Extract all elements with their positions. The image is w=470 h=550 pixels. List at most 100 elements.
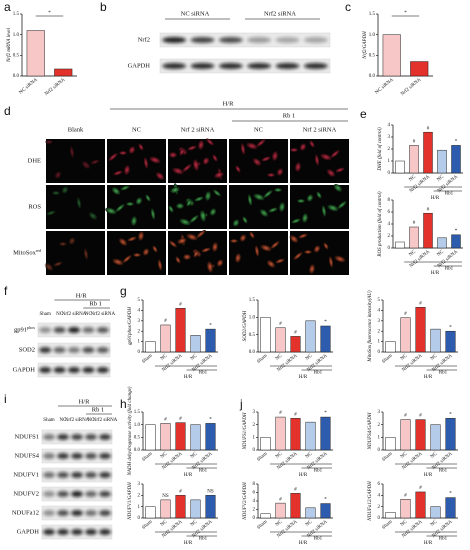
- significance-mark: *: [209, 418, 212, 423]
- blot-band: [275, 63, 300, 69]
- significance-mark: *: [324, 320, 327, 325]
- cell: [169, 152, 177, 158]
- significance-mark: #: [419, 301, 422, 306]
- blot-band: [190, 37, 215, 43]
- bar: [260, 437, 271, 451]
- cell: [150, 208, 156, 220]
- cell: [76, 197, 82, 209]
- y-tick-label: 1.5: [13, 12, 20, 17]
- bar: [190, 335, 201, 353]
- blot-column-label: Nrf2 siRNA: [264, 10, 296, 17]
- cell: [216, 259, 224, 267]
- cell: [304, 250, 312, 254]
- micrograph: [290, 139, 349, 183]
- y-axis-label: NDUFV2/GAPDH: [243, 482, 248, 521]
- y-tick-label: 5: [138, 298, 141, 303]
- cell: [187, 145, 197, 151]
- x-tick-label: NC: [190, 451, 199, 460]
- significance-mark: #: [279, 497, 282, 502]
- blot-band: [99, 453, 111, 459]
- cell: [260, 244, 272, 252]
- bar: [260, 317, 271, 353]
- x-tick-label: NC: [305, 451, 314, 460]
- significance-mark: #: [179, 302, 182, 307]
- y-tick-label: 2: [138, 493, 141, 498]
- cell: [120, 185, 130, 191]
- x-tick-label: NC: [190, 353, 199, 362]
- cell: [46, 210, 56, 216]
- bar: [290, 493, 301, 519]
- bar: [190, 424, 201, 451]
- y-tick-label: 0.0: [134, 448, 141, 453]
- blot-column-label: Nrf2 siRNA: [93, 418, 118, 423]
- y-tick-label: 1.0: [249, 315, 256, 320]
- panel-label: h: [120, 397, 127, 411]
- y-axis-label: NDUFV1/GAPDH: [128, 482, 133, 521]
- cell: [130, 216, 138, 226]
- blot-strip: [159, 32, 331, 48]
- group-label: Rb1: [199, 537, 208, 542]
- blot-band: [99, 510, 111, 516]
- cell: [313, 245, 321, 253]
- bar: [54, 68, 73, 77]
- x-tick-label: NC: [400, 451, 409, 460]
- cell: [138, 143, 144, 151]
- x-tick-label: NC siRNA: [19, 77, 39, 95]
- image-row-label: MitoSoxred: [13, 248, 41, 257]
- y-tick-label: 2: [253, 423, 256, 428]
- cell: [268, 207, 278, 213]
- superscript: phox: [27, 325, 35, 330]
- blot-column-label: Nrf2 siRNA: [91, 312, 116, 317]
- bar: [145, 341, 156, 353]
- blot-band: [303, 37, 328, 43]
- blot-row-label: NDUFa12: [12, 509, 39, 516]
- cell: [274, 188, 282, 192]
- y-axis-label: gp91phox/GAPDH: [128, 307, 133, 345]
- bar: [385, 341, 396, 353]
- y-tick-label: 5: [378, 298, 381, 303]
- bar: [145, 424, 156, 451]
- cell: [54, 171, 62, 179]
- blot-band: [85, 529, 97, 535]
- bar: [320, 503, 331, 519]
- y-tick-label: 4: [253, 499, 256, 504]
- group-label: H/R: [299, 375, 308, 380]
- blot-band: [218, 37, 243, 43]
- x-tick-label: Sham: [257, 354, 269, 365]
- cell: [168, 205, 174, 213]
- bar: [275, 327, 286, 353]
- cell: [239, 234, 247, 242]
- cell: [301, 213, 309, 223]
- bar: [382, 34, 401, 77]
- cell: [108, 152, 118, 162]
- panel-label: g: [120, 284, 127, 298]
- x-tick-label: Nrf2 siRNA: [44, 77, 66, 97]
- significance-mark: #: [413, 140, 416, 145]
- y-tick-label: 0: [138, 516, 141, 521]
- blot-band: [96, 327, 109, 333]
- group-label: H/R: [184, 473, 193, 478]
- cell: [177, 237, 187, 245]
- significance-mark: #: [413, 221, 416, 226]
- cell: [333, 184, 343, 192]
- cell: [168, 240, 178, 248]
- bar: [430, 506, 441, 519]
- y-tick-label: 0: [138, 350, 141, 355]
- cell: [197, 140, 205, 150]
- group-label: H/R: [424, 541, 433, 546]
- significance-mark: #: [179, 489, 182, 494]
- cell: [240, 143, 246, 155]
- cell: [183, 254, 191, 260]
- y-tick-label: 0: [378, 516, 381, 521]
- cell: [143, 157, 149, 169]
- cell: [266, 260, 276, 268]
- bar: [400, 419, 411, 451]
- cell: [294, 162, 302, 172]
- bar: [275, 416, 286, 451]
- y-tick-label: 1: [138, 505, 141, 510]
- bar: [423, 212, 433, 249]
- cell: [135, 197, 143, 205]
- y-tick-label: 0.5: [134, 435, 141, 440]
- y-tick-label: 0: [253, 448, 256, 453]
